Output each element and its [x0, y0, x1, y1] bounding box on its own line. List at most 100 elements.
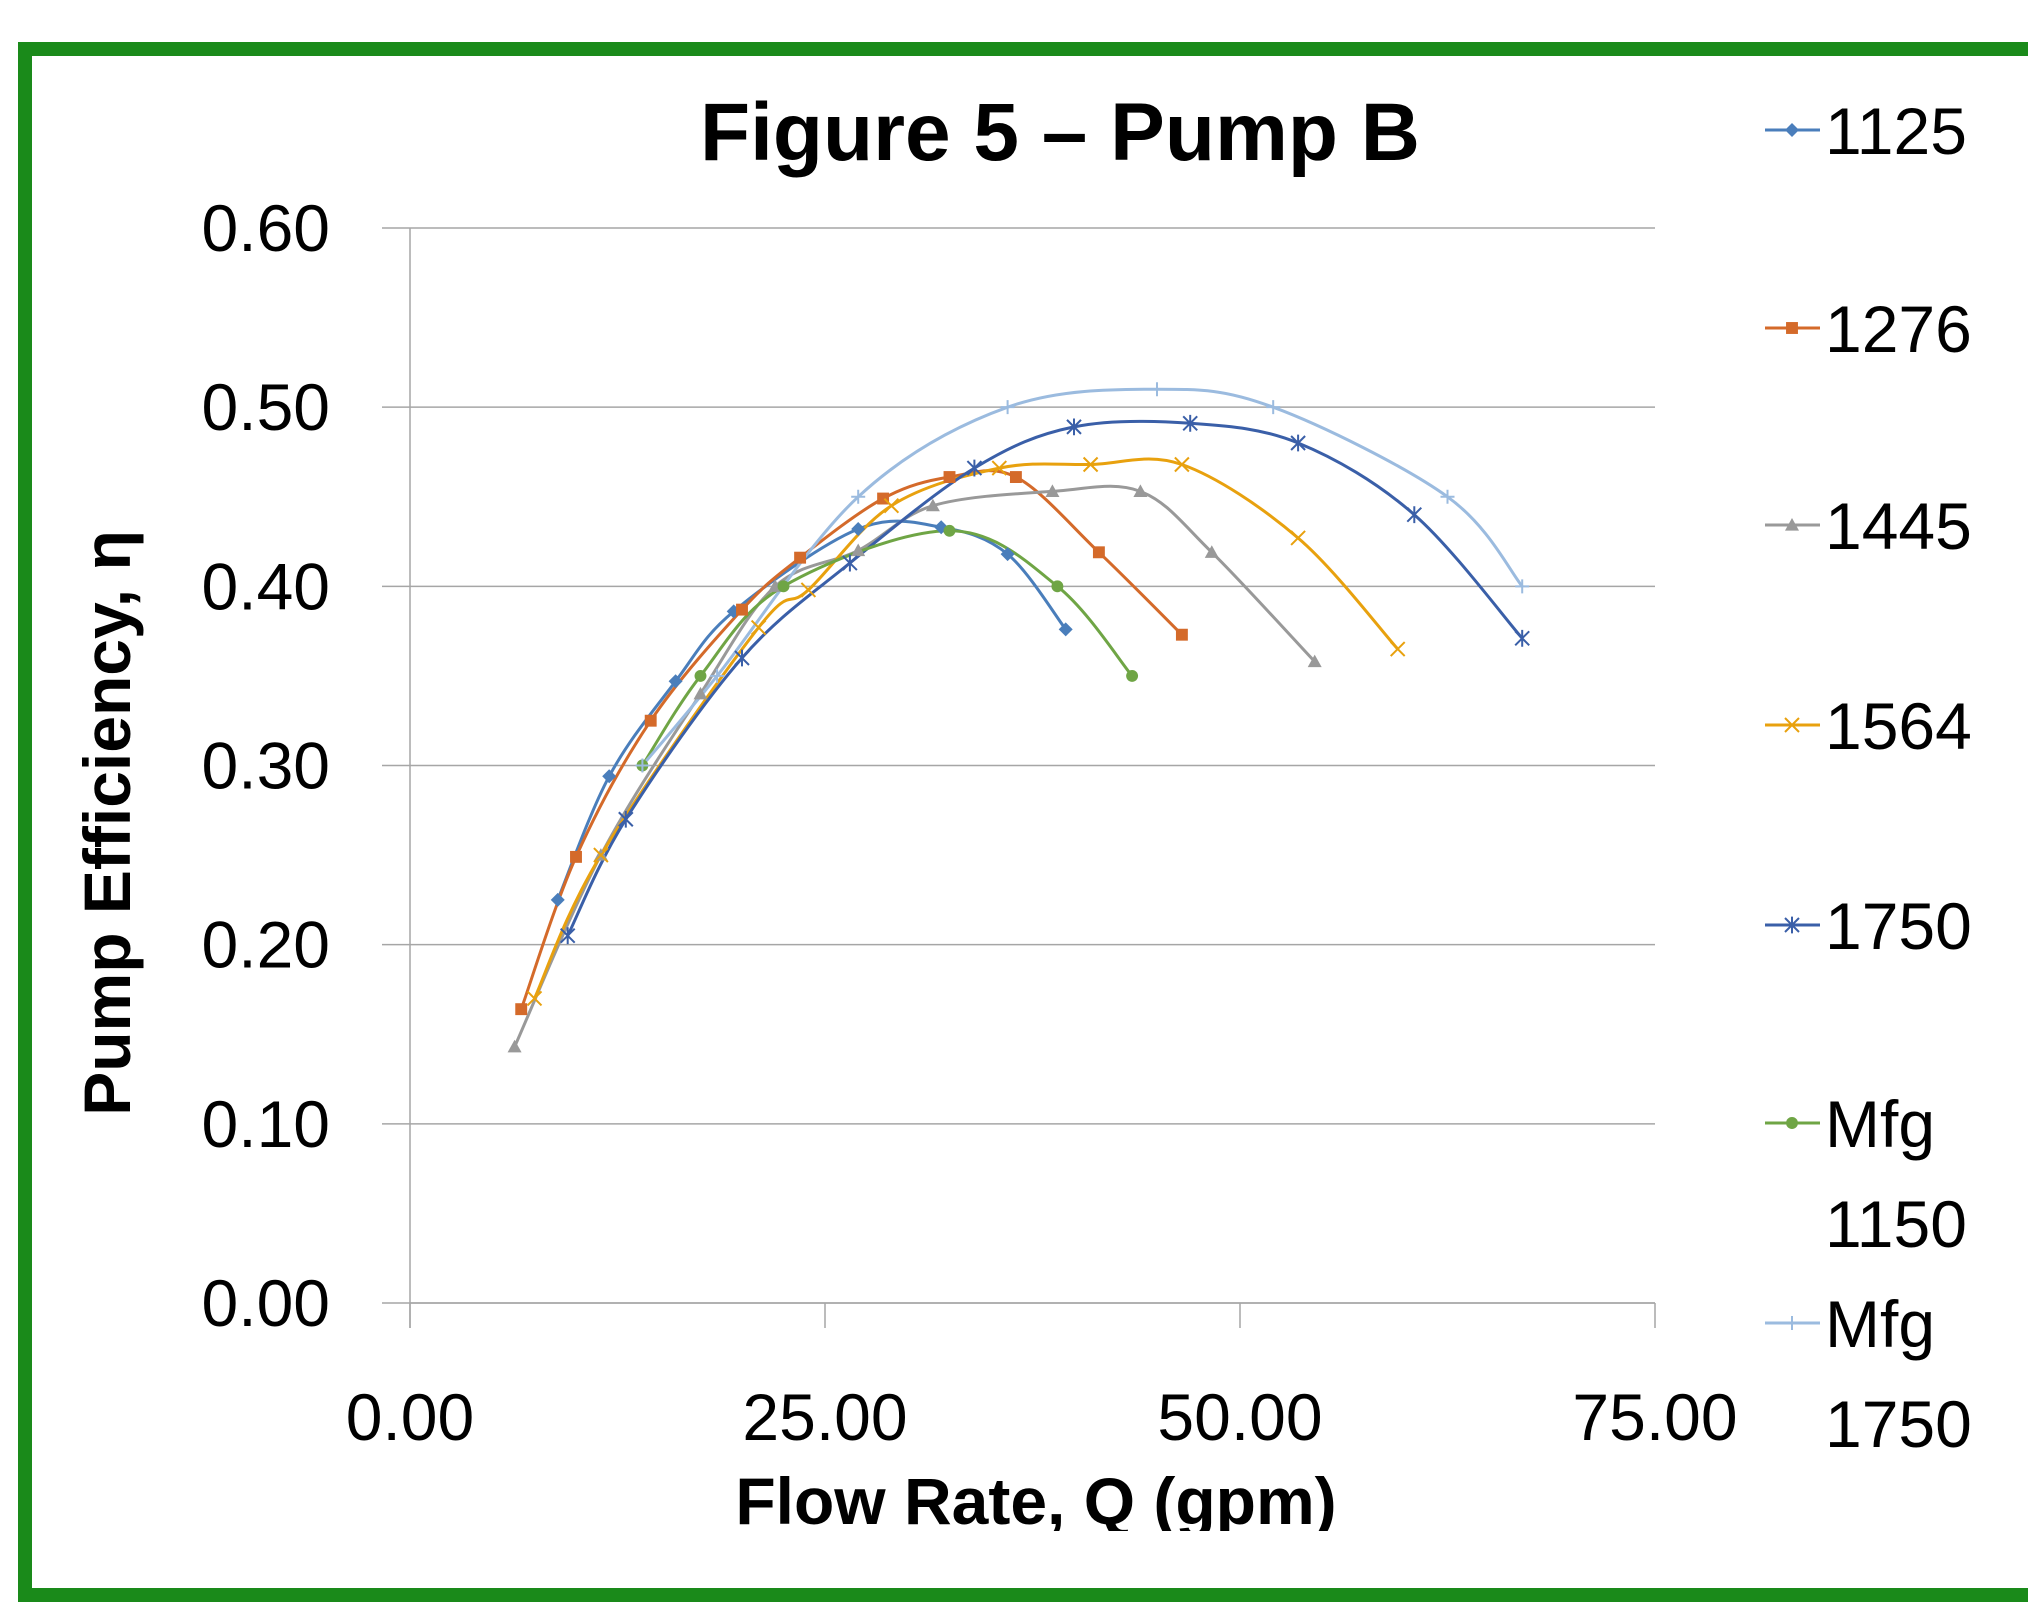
data-point [851, 489, 866, 504]
y-tick-label: 0.30 [202, 729, 330, 803]
series-lines [513, 387, 1524, 1048]
y-tick-label: 0.60 [202, 191, 330, 265]
y-axis-title: Pump Efficiency, η [70, 530, 144, 1116]
legend-label: Mfg 1150 [1825, 1087, 1967, 1261]
data-point [943, 524, 956, 537]
data-point [794, 551, 807, 564]
series-line-1125 [556, 519, 1067, 901]
data-point [1307, 654, 1322, 668]
y-tick-label: 0.00 [202, 1266, 330, 1340]
series-line-1445 [513, 484, 1316, 1048]
data-point [550, 892, 565, 907]
data-point [1000, 400, 1015, 415]
data-point [877, 492, 890, 505]
data-point [966, 459, 983, 477]
data-point [1000, 547, 1015, 562]
legend-item-1125: 1125 [1765, 94, 1967, 168]
legend-label: 1445 [1825, 489, 1972, 563]
legend-item-1564: 1564 [1765, 689, 1972, 763]
series-line-1750 [566, 419, 1524, 937]
y-tick-label: 0.40 [202, 549, 330, 623]
legend-marker [1785, 518, 1799, 531]
data-point [1045, 484, 1060, 497]
data-point [526, 990, 543, 1007]
legend-label: 1125 [1825, 94, 1967, 168]
legend-marker [1786, 1117, 1798, 1129]
data-point [1174, 456, 1190, 473]
legend-label: 1750 [1825, 889, 1972, 963]
x-tick-label: 50.00 [1157, 1380, 1322, 1454]
legend-label: 1276 [1825, 292, 1972, 366]
series-line-mfg-1150 [641, 529, 1134, 767]
gridlines [382, 227, 1655, 1304]
data-point [851, 543, 866, 557]
data-point [1406, 506, 1423, 524]
x-tick-label: 75.00 [1572, 1380, 1737, 1454]
data-point [1389, 641, 1406, 657]
chart: Figure 5 – Pump B 0.000.100.200.300.400.… [70, 87, 1972, 1531]
data-point [1182, 414, 1198, 432]
data-point [1290, 530, 1306, 546]
legend-item-1276: 1276 [1765, 292, 1972, 366]
data-point [1066, 418, 1082, 436]
data-point [1440, 489, 1455, 504]
data-point [570, 850, 582, 863]
data-point [1082, 456, 1099, 473]
data-point [1133, 484, 1148, 497]
data-point [635, 758, 650, 773]
data-point [593, 847, 609, 863]
data-point [1058, 622, 1073, 637]
legend-marker [1784, 717, 1800, 733]
x-tick-label: 0.00 [346, 1380, 474, 1454]
data-point [883, 498, 900, 514]
x-tick-label: 25.00 [742, 1380, 907, 1454]
data-point [1175, 628, 1188, 641]
data-point [710, 668, 725, 683]
chart-title: Figure 5 – Pump B [700, 87, 1420, 178]
data-point [1290, 434, 1306, 452]
data-point [1051, 580, 1064, 593]
data-point [800, 582, 817, 598]
data-point [1266, 400, 1281, 415]
legend-item-mfg-1750: Mfg 1750 [1765, 1287, 1972, 1461]
data-point [507, 1039, 522, 1053]
data-point [694, 669, 707, 682]
data-point [1514, 629, 1530, 647]
data-point [734, 649, 750, 667]
y-tick-label: 0.10 [202, 1087, 330, 1161]
data-point [750, 619, 767, 636]
data-point [736, 603, 748, 616]
x-tick-labels: 0.00 25.00 50.00 75.00 [346, 1380, 1738, 1454]
data-point [515, 1003, 528, 1016]
data-point [1515, 579, 1530, 594]
data-point [618, 810, 634, 828]
axes [409, 228, 1656, 1328]
data-point [851, 522, 866, 536]
y-tick-label: 0.20 [202, 908, 330, 982]
legend: 1125 1276 1445 1564 1750 Mfg 1150 Mfg 1750 [1765, 94, 1972, 1461]
data-point [1126, 669, 1139, 682]
data-point [1092, 546, 1105, 559]
data-point [777, 580, 790, 593]
legend-item-1445: 1445 [1765, 489, 1972, 563]
legend-item-1750: 1750 [1765, 889, 1972, 963]
data-point [1009, 471, 1022, 483]
data-point [842, 554, 858, 572]
series-line-mfg-1750 [641, 387, 1524, 767]
data-point [644, 714, 657, 727]
data-point [602, 769, 617, 784]
legend-marker [1786, 322, 1798, 334]
data-point [1204, 545, 1219, 558]
series-line-1276 [519, 469, 1183, 1010]
data-point [1150, 382, 1164, 397]
data-point [693, 686, 708, 700]
data-point [991, 460, 1008, 476]
legend-marker [1785, 123, 1799, 137]
y-tick-labels: 0.00 0.10 0.20 0.30 0.40 0.50 0.60 [202, 191, 330, 1340]
legend-marker [1784, 916, 1800, 934]
data-point [943, 471, 956, 483]
y-tick-label: 0.50 [202, 370, 330, 444]
legend-marker [1785, 1316, 1799, 1330]
series-markers [507, 382, 1530, 1053]
data-point [925, 498, 940, 512]
